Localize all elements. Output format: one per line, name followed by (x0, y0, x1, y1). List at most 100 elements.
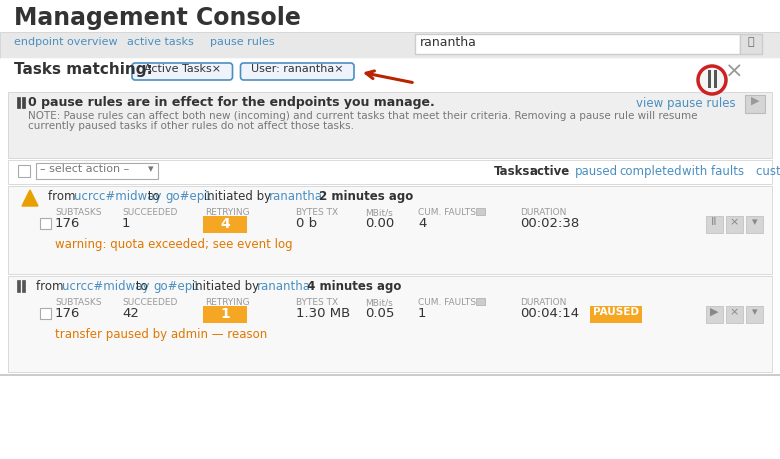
Text: Tasks:: Tasks: (494, 165, 535, 178)
Text: ranantha: ranantha (420, 36, 477, 49)
FancyArrowPatch shape (366, 71, 413, 83)
Text: custom filter: custom filter (756, 165, 780, 178)
Bar (22, 97, 25, 108)
Text: transfer paused by admin — reason: transfer paused by admin — reason (55, 328, 268, 341)
Bar (476, 298, 485, 305)
Text: from: from (48, 190, 80, 203)
Text: paused: paused (575, 165, 618, 178)
Text: ×: × (725, 62, 743, 82)
Text: CUM. FAULTS: CUM. FAULTS (418, 298, 476, 307)
Text: 42: 42 (122, 307, 139, 320)
Bar (0, 374, 780, 376)
Text: SUBTASKS: SUBTASKS (55, 298, 101, 307)
Text: to: to (132, 280, 151, 293)
Text: ucrcc#midway: ucrcc#midway (74, 190, 161, 203)
Bar (40, 308, 51, 319)
Bar (0, 32, 780, 58)
Bar (8, 92, 772, 158)
Bar (706, 216, 723, 233)
Bar (0, 58, 780, 88)
Text: Management Console: Management Console (14, 6, 301, 30)
Text: ▾: ▾ (752, 307, 757, 317)
Text: 1.30 MB: 1.30 MB (296, 307, 350, 320)
Bar (22, 280, 25, 292)
Bar (745, 95, 765, 113)
Bar (746, 306, 763, 323)
Text: 176: 176 (55, 217, 80, 230)
Text: 0.05: 0.05 (365, 307, 395, 320)
Text: MBit/s: MBit/s (365, 298, 393, 307)
Text: ▶: ▶ (750, 96, 759, 106)
Text: SUCCEEDED: SUCCEEDED (122, 298, 177, 307)
FancyBboxPatch shape (132, 63, 232, 80)
Text: go#ep1: go#ep1 (165, 190, 212, 203)
Text: SUCCEEDED: SUCCEEDED (122, 208, 177, 217)
Text: MBit/s: MBit/s (365, 208, 393, 217)
Bar (714, 70, 717, 88)
Bar (726, 306, 743, 323)
Text: active: active (530, 165, 570, 178)
Text: NOTE: Pause rules can affect both new (incoming) and current tasks that meet the: NOTE: Pause rules can affect both new (i… (28, 111, 697, 121)
Text: 0.00: 0.00 (365, 217, 394, 230)
Text: ▶: ▶ (711, 307, 718, 317)
Bar (203, 216, 247, 233)
FancyBboxPatch shape (240, 63, 354, 80)
Polygon shape (22, 190, 38, 206)
Text: ranantha: ranantha (257, 280, 310, 293)
Text: 2 minutes ago: 2 minutes ago (315, 190, 413, 203)
Text: ucrcc#midway: ucrcc#midway (62, 280, 150, 293)
Text: with faults: with faults (682, 165, 744, 178)
Bar (706, 306, 723, 323)
Bar (740, 34, 762, 54)
Circle shape (698, 66, 726, 94)
Text: Active Tasks×: Active Tasks× (144, 64, 221, 74)
Text: initiated by: initiated by (189, 280, 264, 293)
Bar (476, 208, 485, 215)
Bar (18, 165, 30, 177)
Text: 1: 1 (418, 307, 427, 320)
Bar (40, 218, 51, 229)
Text: go#ep1: go#ep1 (154, 280, 200, 293)
Bar (415, 34, 740, 54)
Text: RETRYING: RETRYING (205, 208, 250, 217)
Text: DURATION: DURATION (520, 298, 566, 307)
Text: SUBTASKS: SUBTASKS (55, 208, 101, 217)
Text: PAUSED: PAUSED (593, 307, 639, 317)
Text: BYTES TX: BYTES TX (296, 298, 338, 307)
Text: Tasks matching:: Tasks matching: (14, 62, 153, 77)
Text: ▾: ▾ (148, 164, 154, 174)
Text: ▾: ▾ (752, 217, 757, 227)
Text: !: ! (27, 194, 33, 204)
Text: CUM. FAULTS: CUM. FAULTS (418, 208, 476, 217)
Bar (17, 97, 20, 108)
Text: view pause rules: view pause rules (636, 97, 736, 110)
Text: User: ranantha×: User: ranantha× (251, 64, 343, 74)
Bar (36, 163, 158, 179)
Text: completed: completed (619, 165, 682, 178)
Text: – select action –: – select action – (40, 164, 129, 174)
Text: from: from (36, 280, 67, 293)
Bar (707, 70, 711, 88)
Bar (8, 160, 772, 184)
Text: 1: 1 (122, 217, 130, 230)
Text: 4 minutes ago: 4 minutes ago (303, 280, 401, 293)
Bar (8, 186, 772, 274)
Text: endpoint overview: endpoint overview (14, 37, 118, 47)
Text: 4: 4 (418, 217, 427, 230)
Text: DURATION: DURATION (520, 208, 566, 217)
Text: ranantha: ranantha (268, 190, 322, 203)
Text: warning: quota exceeded; see event log: warning: quota exceeded; see event log (55, 238, 292, 251)
Text: 🔍: 🔍 (748, 37, 754, 47)
Text: RETRYING: RETRYING (205, 298, 250, 307)
Text: active tasks: active tasks (126, 37, 193, 47)
Text: currently paused tasks if other rules do not affect those tasks.: currently paused tasks if other rules do… (28, 121, 354, 131)
Text: 00:02:38: 00:02:38 (520, 217, 580, 230)
Text: 176: 176 (55, 307, 80, 320)
Text: ×: × (730, 307, 739, 317)
Text: 00:04:14: 00:04:14 (520, 307, 579, 320)
Text: to: to (144, 190, 163, 203)
Text: ×: × (730, 217, 739, 227)
Bar (17, 280, 20, 292)
Bar (726, 216, 743, 233)
Text: II: II (711, 217, 718, 227)
